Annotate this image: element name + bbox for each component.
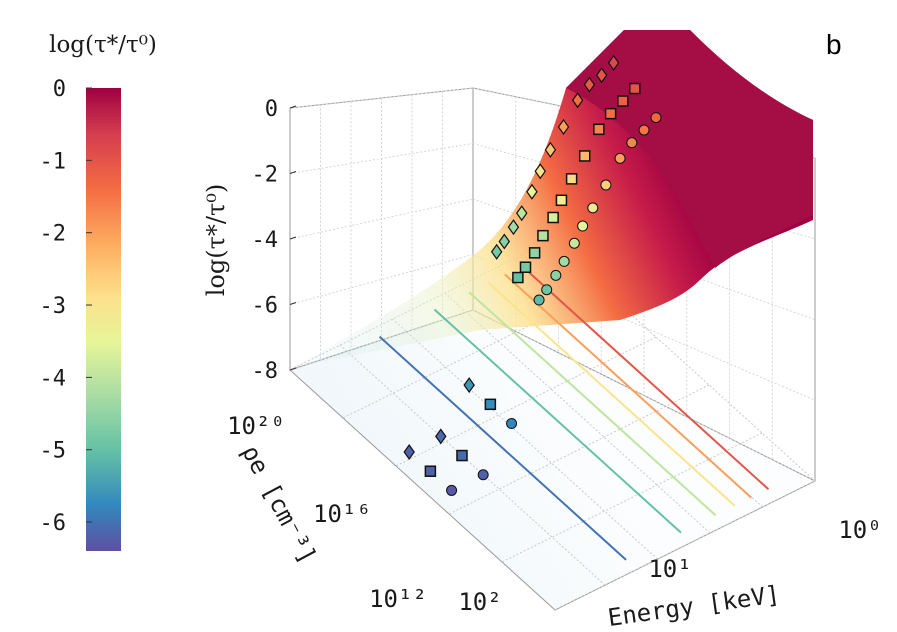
surface-plateau <box>566 30 813 268</box>
data-point-diamond <box>403 443 415 461</box>
z-tick-label: 0 <box>265 97 278 122</box>
contour-lines <box>378 265 770 561</box>
panel-label: b <box>826 29 842 60</box>
z-tick <box>289 367 297 371</box>
z-tick-labels: 0 -2 -4 -6 -8 <box>252 97 297 384</box>
data-point-square <box>604 107 617 120</box>
data-point-circle <box>614 152 626 164</box>
energy-tick-label: 10¹ <box>648 555 691 583</box>
data-point-square <box>456 449 468 462</box>
gridline <box>339 344 606 586</box>
z-tick-label: -2 <box>252 163 279 188</box>
data-point-diamond <box>498 233 511 250</box>
data-point-square <box>547 211 559 224</box>
data-point-square <box>519 261 532 273</box>
gridline <box>554 480 816 611</box>
colorbar-tick-label: -2 <box>40 222 67 247</box>
data-point-circle <box>568 237 580 249</box>
z-tick-label: -4 <box>252 228 279 253</box>
data-point-square <box>593 123 605 136</box>
contour-line <box>468 291 717 517</box>
data-point-diamond <box>607 54 620 71</box>
data-point-circle <box>506 418 518 430</box>
data-point-diamond <box>463 377 475 394</box>
colorbar-ticks: 0 -1 -2 -3 -4 -5 -6 <box>40 77 92 536</box>
z-tick-label: -6 <box>252 294 279 319</box>
colorbar-title: log(τ*/τ⁰) <box>49 32 157 58</box>
density-axis-label: ρe [cm⁻³] <box>236 440 322 568</box>
data-point-circle <box>550 269 562 281</box>
data-point-circle <box>638 124 650 136</box>
energy-tick-labels: 10⁰ 10¹ 10² <box>458 516 881 616</box>
colorbar-scale <box>86 88 121 551</box>
data-point-diamond <box>595 67 608 84</box>
data-point-square <box>537 229 549 242</box>
density-tick-labels: 10²⁰ 10¹⁶ 10¹² <box>227 412 427 613</box>
data-point-diamond <box>435 428 447 445</box>
density-tick-label: 10¹⁶ <box>313 500 371 528</box>
data-point-diamond <box>571 92 584 109</box>
colorbar-tick-label: 0 <box>53 77 66 102</box>
gridline <box>392 318 658 560</box>
plot-3d: 0 -2 -4 -6 -8 10⁰ 10¹ 10² 10²⁰ 10¹⁶ 10¹² log(τ*/… <box>202 30 882 632</box>
data-point-circle <box>650 112 662 124</box>
z-tick-label: -8 <box>252 359 279 384</box>
data-point-diamond <box>557 118 570 135</box>
gridline <box>448 384 710 515</box>
data-point-circle <box>587 202 599 214</box>
data-point-square <box>565 173 578 185</box>
colorbar-tick-label: -6 <box>40 511 67 536</box>
data-point-circle <box>577 220 589 232</box>
contour-line <box>504 273 753 499</box>
data-point-square <box>512 271 524 284</box>
energy-tick-label: 10² <box>458 588 501 616</box>
z-axis-label: log(τ*/τ⁰) <box>202 184 230 296</box>
energy-tick-label: 10⁰ <box>838 516 881 544</box>
gridline <box>444 292 711 534</box>
data-point-circle <box>541 284 553 296</box>
z-tick <box>289 171 297 174</box>
data-point-square <box>555 194 568 207</box>
data-point-circle <box>626 137 638 149</box>
energy-axis-label: Energy [keV] <box>606 580 782 632</box>
data-point-circle <box>533 294 545 306</box>
density-tick-label: 10²⁰ <box>227 412 285 440</box>
data-point-diamond <box>507 219 520 236</box>
colorbar-tick-label: -5 <box>40 439 67 464</box>
colorbar-tick-label: -1 <box>40 149 67 174</box>
colorbar-tick-label: -3 <box>40 294 67 319</box>
z-tick <box>289 236 297 240</box>
gridline <box>501 432 763 563</box>
data-point-diamond <box>583 76 596 93</box>
data-point-square <box>424 465 437 477</box>
data-point-diamond <box>526 183 538 200</box>
data-point-diamond <box>490 243 503 260</box>
data-point-square <box>617 95 629 107</box>
data-point-circle <box>446 484 458 496</box>
z-tick <box>289 302 297 305</box>
density-tick-label: 10¹² <box>369 585 427 613</box>
data-point-diamond <box>544 141 557 158</box>
contour-line <box>521 265 770 490</box>
data-point-circle <box>600 179 612 191</box>
data-markers <box>403 54 662 496</box>
data-point-circle <box>558 255 570 267</box>
data-point-square <box>528 247 541 259</box>
data-point-square <box>484 398 497 411</box>
colorbar: log(τ*/τ⁰) 0 -1 -2 -3 -4 -5 -6 <box>40 32 157 551</box>
data-point-square <box>578 150 591 162</box>
contour-line <box>487 281 736 507</box>
data-point-diamond <box>534 163 546 180</box>
contour-line <box>433 308 682 534</box>
z-tick <box>289 105 297 109</box>
colorbar-tick-label: -4 <box>40 366 67 391</box>
gridline <box>395 336 657 467</box>
contour-line <box>378 335 627 561</box>
data-point-square <box>629 82 641 95</box>
data-point-circle <box>477 469 489 481</box>
data-point-diamond <box>516 205 528 222</box>
